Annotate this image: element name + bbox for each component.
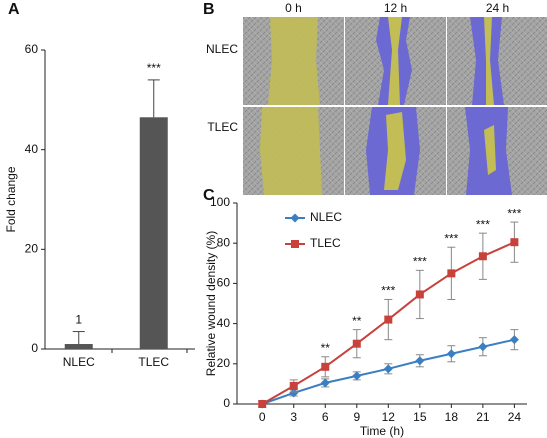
- marker: [478, 342, 488, 352]
- significance: ***: [444, 231, 458, 245]
- row-label: TLEC: [207, 120, 238, 134]
- column-label: 24 h: [486, 1, 509, 15]
- significance: ***: [381, 284, 395, 298]
- bar-annotation: 1: [75, 313, 82, 327]
- x-tick-label: NLEC: [63, 355, 95, 369]
- x-tick-label: 12: [382, 410, 396, 424]
- y-tick-label: 80: [217, 235, 231, 249]
- marker: [352, 371, 362, 381]
- x-tick-label: 0: [259, 410, 266, 424]
- legend-label: TLEC: [310, 236, 341, 250]
- x-tick-label: 6: [322, 410, 329, 424]
- significance: ***: [507, 206, 521, 220]
- y-axis-label: Relative wound density (%): [204, 231, 218, 376]
- y-tick-label: 40: [25, 142, 39, 156]
- significance: **: [352, 314, 362, 328]
- x-tick-label: 21: [476, 410, 490, 424]
- panel-label: B: [203, 1, 215, 18]
- significance: **: [321, 341, 331, 355]
- marker: [320, 378, 330, 388]
- column-label: 0 h: [285, 1, 302, 15]
- y-tick-label: 20: [217, 356, 231, 370]
- marker: [383, 364, 393, 374]
- x-axis-label: Time (h): [360, 424, 404, 438]
- legend-marker: [291, 240, 299, 248]
- y-tick-label: 60: [217, 276, 231, 290]
- y-tick-label: 100: [210, 195, 230, 209]
- marker: [321, 362, 330, 371]
- marker: [509, 335, 519, 345]
- x-tick-label: 15: [413, 410, 427, 424]
- micrographs: [243, 17, 547, 195]
- y-tick-label: 0: [31, 341, 38, 355]
- marker: [384, 315, 393, 324]
- x-tick-label: 3: [290, 410, 297, 424]
- marker: [352, 339, 361, 348]
- row-label: NLEC: [206, 42, 238, 56]
- bar: [64, 344, 93, 349]
- marker: [510, 238, 519, 247]
- marker: [415, 290, 424, 299]
- column-label: 12 h: [384, 1, 407, 15]
- y-tick-label: 0: [223, 396, 230, 410]
- significance: ***: [413, 255, 427, 269]
- panel-label: A: [8, 1, 20, 18]
- x-tick-label: 24: [508, 410, 522, 424]
- x-tick-label: 18: [445, 410, 459, 424]
- marker: [289, 381, 298, 390]
- marker: [289, 388, 299, 398]
- y-tick-label: 40: [217, 316, 231, 330]
- legend-marker: [290, 213, 300, 223]
- legend-label: NLEC: [310, 210, 342, 224]
- panel-label: C: [203, 187, 215, 204]
- y-tick-label: 60: [25, 42, 39, 56]
- bar-annotation: ***: [147, 61, 161, 75]
- marker: [446, 349, 456, 359]
- marker: [258, 400, 267, 408]
- y-tick-label: 20: [25, 242, 39, 256]
- marker: [447, 269, 456, 278]
- bar: [139, 117, 168, 350]
- significance: ***: [476, 217, 490, 231]
- marker: [478, 252, 487, 261]
- marker: [415, 356, 425, 366]
- x-tick-label: 9: [353, 410, 360, 424]
- x-tick-label: TLEC: [138, 355, 169, 369]
- y-axis-label: Fold change: [4, 166, 18, 232]
